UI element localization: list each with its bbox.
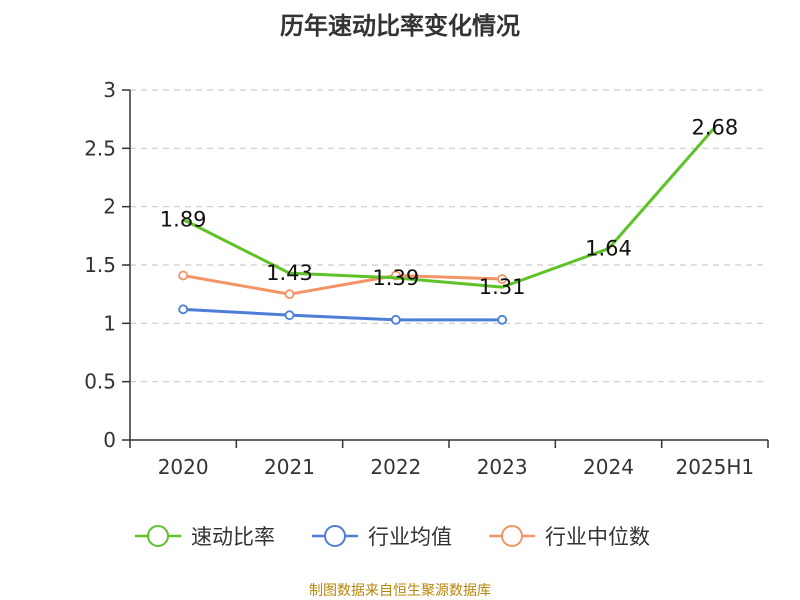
series-point-1 — [497, 314, 508, 325]
legend-label: 行业中位数 — [545, 525, 650, 549]
legend-label: 速动比率 — [191, 525, 275, 549]
series-line-1 — [183, 307, 503, 322]
y-tick-label: 1 — [103, 311, 116, 335]
data-label: 1.31 — [479, 275, 526, 299]
series-point-2 — [178, 270, 189, 281]
legend-label: 行业均值 — [368, 525, 452, 549]
series-point-2 — [284, 289, 295, 300]
grid-lines — [130, 89, 768, 383]
chart-title: 历年速动比率变化情况 — [280, 12, 520, 40]
series-point-1 — [284, 310, 295, 321]
x-tick-label: 2023 — [477, 455, 528, 479]
x-tick-label: 2020 — [158, 455, 209, 479]
y-tick-label: 0.5 — [84, 370, 116, 394]
legend-marker — [147, 525, 169, 547]
x-tick-label: 2022 — [370, 455, 421, 479]
series-line-2 — [182, 274, 503, 296]
y-tick-label: 2.5 — [84, 136, 116, 160]
y-tick-label: 0 — [103, 428, 116, 452]
x-tick-label: 2021 — [264, 455, 315, 479]
data-label: 1.64 — [585, 237, 632, 261]
series-line-0 — [182, 126, 716, 289]
legend-item: 行业中位数 — [489, 525, 650, 549]
legend-marker — [501, 525, 523, 547]
y-tick-label: 1.5 — [84, 253, 116, 277]
series-lines — [178, 126, 716, 325]
x-tick-label: 2025H1 — [675, 455, 754, 479]
series-point-1 — [390, 314, 401, 325]
legend-marker — [324, 525, 346, 547]
axes: 0 0.5 1 1.5 2 2.5 3 2020 2021 2022 2023 2024 2025H1 — [84, 78, 769, 479]
series-point-2 — [497, 274, 508, 284]
data-labels: 1.89 1.43 1.39 1.31 1.64 2.68 — [160, 115, 738, 299]
data-label: 2.68 — [691, 115, 738, 139]
x-tick-label: 2024 — [583, 455, 634, 479]
data-label: 1.43 — [266, 261, 313, 285]
data-label: 1.39 — [372, 266, 419, 290]
legend-item: 行业均值 — [312, 525, 452, 549]
y-tick-label: 2 — [103, 195, 116, 219]
source-note: 制图数据来自恒生聚源数据库 — [309, 583, 491, 599]
series-point-1 — [178, 304, 189, 315]
legend: 速动比率 行业均值 行业中位数 — [135, 525, 650, 549]
data-label: 1.89 — [160, 208, 207, 232]
legend-item: 速动比率 — [135, 525, 275, 549]
y-tick-label: 3 — [103, 78, 116, 102]
